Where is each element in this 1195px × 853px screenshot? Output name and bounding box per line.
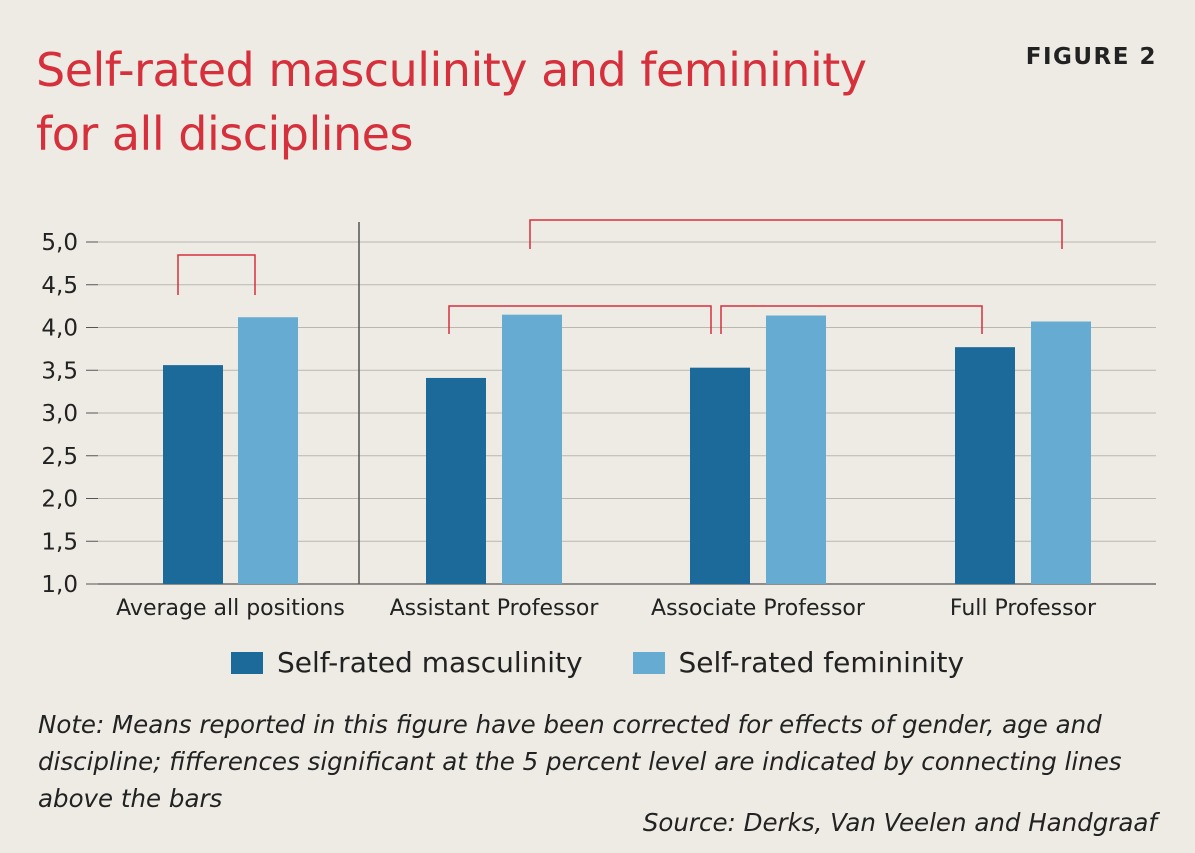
chart-note: Note: Means reported in this figure have… — [38, 710, 1122, 813]
legend-item-masculinity: Self-rated masculinity — [230, 646, 583, 679]
legend: Self-rated masculinity Self-rated femini… — [0, 646, 1195, 679]
significance-bracket — [720, 305, 983, 334]
legend-label-femininity: Self-rated femininity — [678, 646, 965, 679]
significance-bracket — [177, 254, 256, 295]
bar-femininity — [238, 317, 298, 584]
significance-bracket — [448, 305, 712, 334]
legend-swatch-masculinity — [230, 651, 263, 674]
category-label: Average all positions — [116, 596, 345, 621]
bar-masculinity — [955, 347, 1015, 584]
bar-femininity — [502, 314, 562, 584]
chart-title: Self-rated masculinity and femininity fo… — [36, 38, 936, 166]
bar-masculinity — [163, 365, 223, 584]
legend-item-femininity: Self-rated femininity — [632, 646, 965, 679]
bar-masculinity — [426, 377, 486, 584]
bar-masculinity — [690, 367, 750, 584]
y-tick-label: 4,5 — [41, 273, 78, 299]
figure-label: FIGURE 2 — [1025, 44, 1157, 70]
chart-source: Source: Derks, Van Veelen and Handgraaf — [642, 808, 1157, 837]
bar-chart: 1,0 1,5 2,0 2,5 3,0 3,5 4,0 4,5 5,0 Average all p… — [41, 219, 1156, 621]
category-label: Associate Professor — [651, 596, 866, 621]
legend-label-masculinity: Self-rated masculinity — [276, 646, 583, 679]
y-tick-label: 1,0 — [41, 572, 78, 598]
y-tick-label: 1,5 — [41, 529, 78, 555]
y-tick-label: 4,0 — [41, 316, 78, 342]
y-tick-label: 2,0 — [41, 487, 78, 513]
bar-femininity — [766, 315, 826, 584]
significance-bracket — [529, 219, 1063, 249]
title-line-1: Self-rated masculinity and femininity — [36, 43, 867, 97]
category-label: Full Professor — [950, 596, 1097, 621]
y-tick-label: 2,5 — [41, 444, 78, 470]
title-line-2: for all disciplines — [36, 107, 413, 161]
bar-femininity — [1031, 321, 1091, 584]
y-tick-label: 3,0 — [41, 401, 78, 427]
y-tick-label: 3,5 — [41, 358, 78, 384]
y-tick-label: 5,0 — [41, 230, 78, 256]
legend-swatch-femininity — [632, 651, 665, 674]
category-label: Assistant Professor — [390, 596, 600, 621]
